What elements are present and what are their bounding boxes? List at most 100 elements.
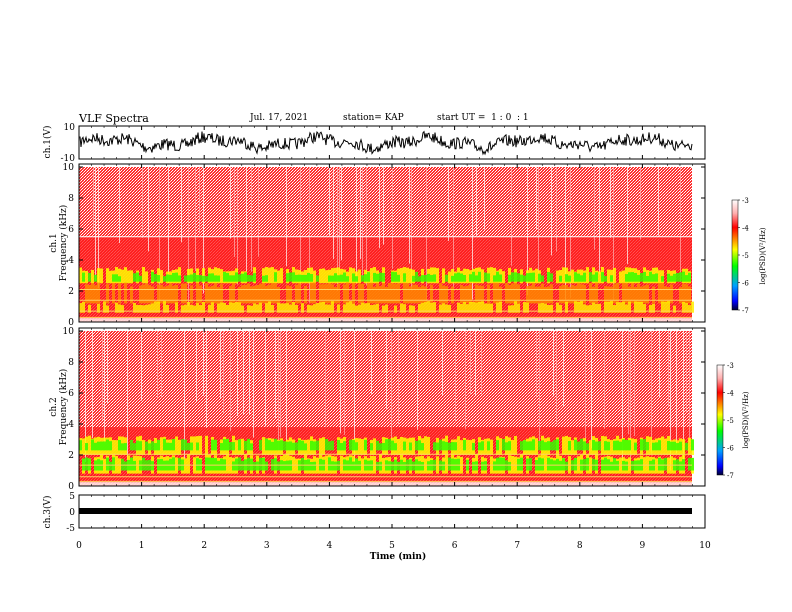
spectrogram-cell bbox=[520, 457, 523, 471]
spectrogram-cell bbox=[508, 461, 511, 471]
spectrogram-cell bbox=[319, 284, 322, 304]
spectrogram-cell bbox=[268, 284, 271, 304]
spectrogram-cell bbox=[580, 438, 583, 451]
spectrogram-cell bbox=[169, 274, 172, 282]
spectrogram-cell bbox=[433, 274, 436, 282]
spectrogram-cell bbox=[361, 283, 364, 304]
spectrogram-cell bbox=[649, 436, 652, 455]
spectrogram-cell bbox=[682, 301, 685, 313]
spectrogram-cell bbox=[637, 274, 640, 282]
spectrogram-cell bbox=[259, 302, 262, 313]
spectrogram-streak bbox=[371, 331, 372, 395]
spectrogram-cell bbox=[427, 436, 430, 455]
spectrogram-cell bbox=[379, 286, 382, 304]
spectrogram-cell bbox=[328, 441, 331, 451]
spectrogram-cell bbox=[349, 301, 352, 313]
spectrogram-cell bbox=[688, 457, 691, 471]
time-axis-ticks: 0 1 2 3 4 5 6 7 8 9 10 bbox=[76, 126, 711, 551]
spectrogram-cell bbox=[301, 440, 304, 451]
spectrogram-cell bbox=[409, 442, 412, 451]
spectrogram-cell bbox=[205, 457, 208, 471]
spectrogram-cell bbox=[277, 461, 280, 471]
spectrogram-cell bbox=[574, 301, 577, 313]
spectrogram-cell bbox=[196, 442, 199, 451]
spectrogram-cell bbox=[649, 460, 652, 471]
spectrogram-cell bbox=[526, 286, 529, 304]
spectrogram-cell bbox=[490, 267, 493, 284]
spectrogram-cell bbox=[655, 458, 658, 474]
ch2-spectrogram-ylabel-channel: ch.2 bbox=[49, 397, 59, 416]
spectrogram-streak bbox=[659, 331, 660, 398]
spectrogram-cell bbox=[223, 271, 226, 282]
spectrogram-streak bbox=[340, 331, 341, 434]
spectrogram-cell bbox=[100, 441, 103, 451]
spectrogram-streak bbox=[668, 331, 669, 407]
colorbar-tick-label: -4 bbox=[742, 225, 749, 233]
spectrogram-cell bbox=[628, 272, 631, 282]
spectrogram-cell bbox=[559, 304, 562, 313]
spectrogram-cell bbox=[187, 301, 190, 313]
spectrogram-cell bbox=[625, 304, 628, 313]
colorbar-tick-label: -6 bbox=[727, 445, 734, 453]
frequency-tick-label: 4 bbox=[68, 256, 74, 266]
spectrogram-cell bbox=[511, 305, 514, 313]
spectrogram-cell bbox=[610, 440, 613, 455]
spectrogram-cell bbox=[175, 302, 178, 313]
spectrogram-cell bbox=[202, 301, 205, 313]
spectrogram-cell bbox=[658, 270, 661, 284]
spectrogram-cell bbox=[352, 440, 355, 451]
time-axis-tick-label: 10 bbox=[699, 541, 711, 551]
spectrogram-cell bbox=[115, 440, 118, 455]
spectrogram-streak bbox=[426, 167, 427, 304]
spectrogram-cell bbox=[457, 436, 460, 455]
spectrogram-cell bbox=[85, 284, 88, 304]
spectrogram-cell bbox=[418, 276, 421, 282]
spectrogram-cell bbox=[610, 301, 613, 313]
spectrogram-cell bbox=[88, 284, 91, 304]
spectrogram-cell bbox=[640, 439, 643, 451]
spectrogram-cell bbox=[97, 282, 100, 304]
spectrogram-streak bbox=[199, 167, 200, 235]
spectrogram-cell bbox=[487, 441, 490, 451]
spectrogram-cell bbox=[205, 276, 208, 282]
spectrogram-cell bbox=[397, 438, 400, 455]
spectrogram-cell bbox=[85, 443, 88, 451]
spectrogram-cell bbox=[619, 441, 622, 451]
spectrogram-cell bbox=[607, 441, 610, 451]
spectrogram-cell bbox=[298, 283, 301, 304]
spectrogram-cell bbox=[430, 274, 433, 282]
spectrogram-cell bbox=[127, 270, 130, 284]
spectrogram-cell bbox=[325, 284, 328, 304]
spectrogram-cell bbox=[313, 441, 316, 451]
spectrogram-cell bbox=[142, 457, 145, 471]
spectrogram-cell bbox=[91, 439, 94, 451]
spectrogram-cell bbox=[445, 304, 448, 313]
spectrogram-streak bbox=[585, 331, 586, 446]
spectrogram-cell bbox=[679, 287, 682, 304]
spectrogram-streak bbox=[610, 167, 611, 238]
spectrogram-cell bbox=[184, 283, 187, 304]
spectrogram-cell bbox=[226, 305, 229, 313]
spectrogram-cell bbox=[313, 461, 316, 471]
spectrogram-cell bbox=[382, 305, 385, 313]
colorbar-tick-label: -4 bbox=[727, 390, 734, 398]
spectrogram-cell bbox=[517, 284, 520, 304]
spectrogram-cell bbox=[274, 272, 277, 282]
spectrogram-cell bbox=[475, 284, 478, 304]
spectrogram-cell bbox=[442, 303, 445, 313]
ch2-spectrogram-bands bbox=[79, 331, 694, 486]
spectrogram-cell bbox=[280, 303, 283, 313]
spectrogram-cell bbox=[421, 461, 424, 471]
spectrogram-cell bbox=[358, 283, 361, 304]
spectrogram-cell bbox=[424, 275, 427, 282]
spectrogram-streak bbox=[442, 331, 443, 396]
spectrogram-cell bbox=[631, 438, 634, 455]
spectrogram-cell bbox=[160, 437, 163, 455]
spectrogram-cell bbox=[484, 438, 487, 455]
spectrogram-cell bbox=[682, 283, 685, 304]
spectrogram-cell bbox=[574, 272, 577, 282]
spectrogram-streak bbox=[234, 167, 235, 258]
spectrogram-cell bbox=[106, 268, 109, 284]
spectrogram-cell bbox=[490, 439, 493, 455]
